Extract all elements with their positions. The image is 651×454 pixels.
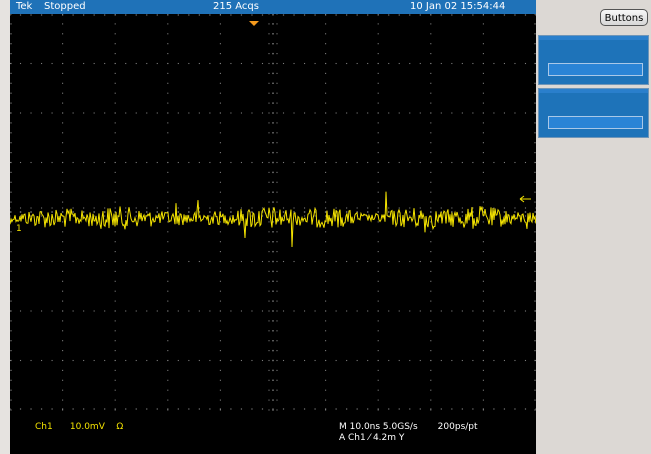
status-bar: Tek Stopped 215 Acqs 10 Jan 02 15:54:44 [10,0,536,14]
trigger-position-icon [249,21,259,26]
datetime: 10 Jan 02 15:54:44 [410,1,506,12]
menu-highlight [539,89,648,93]
impedance-symbol: Ω [116,422,124,432]
waveform-display[interactable]: 1 Ch1 10.0mV Ω M 10.0ns 5.0GS/s 200ps/pt… [10,14,536,454]
ch1-readout: Ch1 10.0mV Ω [35,422,123,432]
buttons-button[interactable]: Buttons [600,9,648,26]
menu-value-field[interactable] [548,63,643,76]
menu-value-field[interactable] [548,116,643,129]
run-state: Stopped [44,1,86,12]
resolution-label: 200ps/pt [437,422,478,432]
graticule [10,14,536,411]
graticule-and-trace [10,14,536,411]
menu-highlight [539,36,648,40]
timebase-readout: M 10.0ns 5.0GS/s 200ps/pt [339,422,478,432]
side-menu-button-1[interactable] [538,35,649,85]
volts-per-div: 10.0mV [69,422,105,432]
acquisition-count: 215 Acqs [213,1,259,12]
channel-marker: 1 [16,224,22,234]
trigger-readout: A Ch1 ⁄ 4.2m Y [339,433,404,443]
side-menu-button-2[interactable] [538,88,649,138]
trigger-level-icon [519,195,531,203]
brand-label: Tek [16,1,33,12]
channel-label: Ch1 [35,422,53,432]
ch1-trace [10,191,536,248]
trigger-label: A Ch1 ⁄ 4.2m Y [339,433,405,443]
timebase-label: M 10.0ns 5.0GS/s [339,422,418,432]
